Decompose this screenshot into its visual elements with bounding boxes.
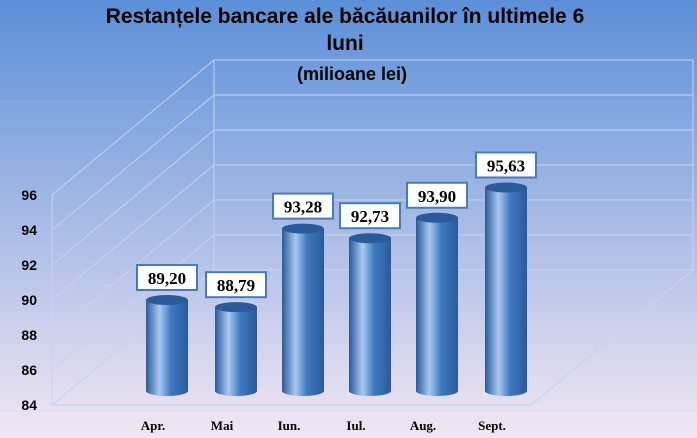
data-label: 93,28 bbox=[272, 192, 334, 220]
y-tick-label: 90 bbox=[21, 292, 37, 308]
bar-top bbox=[282, 223, 324, 234]
bar-top bbox=[485, 182, 527, 193]
data-label-box bbox=[136, 264, 198, 291]
x-tick-label: Iun. bbox=[278, 418, 301, 433]
bar-body bbox=[282, 228, 324, 396]
data-label-text: 95,63 bbox=[487, 156, 525, 175]
side-gridline bbox=[51, 129, 215, 266]
bar bbox=[416, 212, 458, 396]
bar-top bbox=[146, 295, 188, 305]
data-label-text: 93,90 bbox=[418, 187, 456, 206]
x-tick-label: Aug. bbox=[410, 418, 436, 433]
x-tick-label: Iul. bbox=[346, 418, 365, 433]
side-gridline bbox=[51, 59, 215, 196]
data-label: 88,79 bbox=[205, 271, 267, 299]
data-label-box bbox=[475, 151, 537, 179]
data-label-text: 89,20 bbox=[148, 269, 186, 288]
bar-body bbox=[485, 187, 527, 396]
side-gridline bbox=[51, 199, 215, 336]
side-gridline bbox=[51, 94, 215, 231]
x-tick-label: Apr. bbox=[141, 418, 165, 433]
gridlines bbox=[50, 59, 695, 406]
bar-body bbox=[349, 238, 391, 396]
y-tick-label: 88 bbox=[21, 327, 37, 343]
bar bbox=[146, 295, 188, 396]
bar-body bbox=[416, 217, 458, 396]
x-tick-label: Sept. bbox=[478, 418, 506, 433]
data-label-text: 92,73 bbox=[351, 207, 389, 226]
side-gridline bbox=[51, 164, 215, 301]
chart-title-line-2: luni bbox=[326, 32, 363, 55]
bar-body bbox=[215, 307, 257, 396]
y-tick-label: 86 bbox=[21, 362, 37, 378]
data-labels: 89,20 88,79 93,28 92,73 93,90 95,63 bbox=[136, 151, 537, 299]
data-label-box bbox=[339, 202, 401, 230]
y-tick-label: 94 bbox=[21, 222, 37, 238]
bar-top bbox=[349, 233, 391, 244]
data-label-box bbox=[272, 192, 334, 220]
x-axis-labels: Apr. Mai Iun. Iul. Aug. Sept. bbox=[141, 418, 506, 433]
data-label-box bbox=[205, 271, 267, 299]
bar bbox=[282, 223, 324, 396]
bar bbox=[349, 233, 391, 396]
x-tick-label: Mai bbox=[211, 418, 234, 433]
data-label-text: 88,79 bbox=[217, 276, 255, 295]
y-tick-label: 84 bbox=[21, 397, 37, 413]
bar-top bbox=[416, 212, 458, 223]
y-axis: 84 86 88 90 92 94 96 bbox=[21, 187, 37, 413]
data-label: 89,20 bbox=[136, 264, 198, 291]
y-tick-label: 92 bbox=[21, 257, 37, 273]
chart-subtitle: (milioane lei) bbox=[297, 64, 407, 84]
bar-top bbox=[215, 302, 257, 313]
bar bbox=[215, 302, 257, 396]
data-label: 95,63 bbox=[475, 151, 537, 179]
data-label: 93,90 bbox=[406, 181, 468, 209]
chart-title-line-1: Restanțele bancare ale băcăuanilor în ul… bbox=[106, 5, 585, 28]
data-label-box bbox=[406, 181, 468, 209]
side-gridline bbox=[51, 234, 215, 371]
y-tick-label: 96 bbox=[21, 187, 37, 203]
bars bbox=[146, 182, 527, 396]
bar bbox=[485, 182, 527, 396]
data-label: 92,73 bbox=[339, 202, 401, 230]
bar-body bbox=[146, 300, 188, 396]
data-label-text: 93,28 bbox=[284, 198, 322, 217]
